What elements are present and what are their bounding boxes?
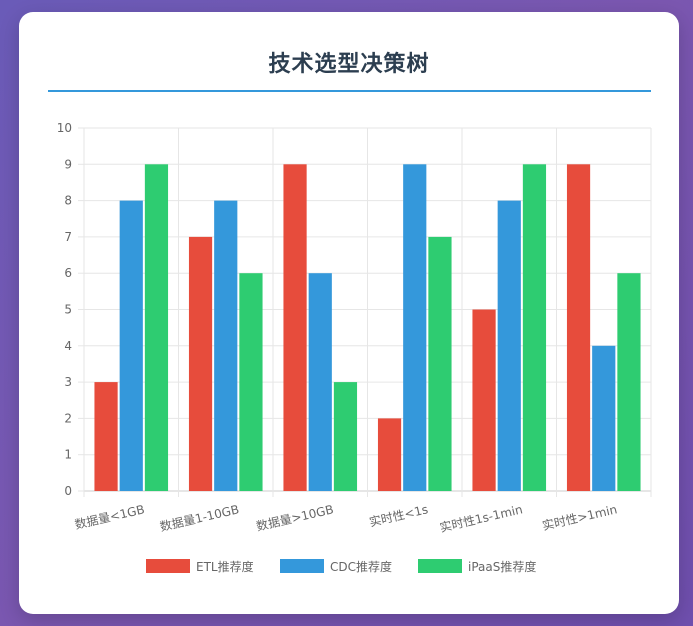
y-tick-label: 5 <box>64 303 72 317</box>
bar-ipaas <box>428 236 452 491</box>
legend-swatch <box>418 559 462 573</box>
bar-etl <box>472 309 496 491</box>
legend-label: iPaaS推荐度 <box>468 559 536 574</box>
y-tick-label: 2 <box>64 411 72 425</box>
y-tick-label: 0 <box>64 484 72 498</box>
y-tick-label: 7 <box>64 230 72 244</box>
x-tick-label: 数据量<1GB <box>73 501 146 532</box>
bar-etl <box>188 236 213 491</box>
y-tick-label: 8 <box>64 194 72 208</box>
title-divider <box>48 90 651 92</box>
x-tick-label: 数据量>10GB <box>255 501 335 533</box>
bar-etl <box>377 418 402 491</box>
bar-cdc <box>214 200 238 491</box>
bar-etl <box>283 164 307 492</box>
page-title: 技术选型决策树 <box>268 52 430 77</box>
x-tick-label: 实时性>1min <box>541 501 619 533</box>
y-tick-label: 3 <box>64 375 72 389</box>
x-tick-label: 数据量1-10GB <box>158 501 240 534</box>
bar-cdc <box>497 200 521 491</box>
bar-cdc <box>119 200 143 491</box>
legend-label: CDC推荐度 <box>330 559 392 574</box>
bar-ipaas <box>144 164 169 492</box>
bar-ipaas <box>239 273 263 491</box>
bar-etl <box>94 382 118 491</box>
bar-cdc <box>308 273 332 491</box>
bar-ipaas <box>617 273 641 491</box>
bar-ipaas <box>333 382 358 491</box>
bar-cdc <box>403 164 427 492</box>
y-tick-label: 4 <box>64 339 72 353</box>
legend-label: ETL推荐度 <box>196 559 254 574</box>
bar-ipaas <box>522 164 547 492</box>
bar-etl <box>566 164 591 492</box>
y-tick-label: 6 <box>64 266 72 280</box>
bar-cdc <box>592 345 616 491</box>
y-tick-label: 1 <box>64 448 72 462</box>
y-tick-label: 10 <box>57 121 72 135</box>
y-tick-label: 9 <box>64 157 72 171</box>
legend-swatch <box>146 559 190 573</box>
x-tick-label: 实时性1s-1min <box>438 501 524 535</box>
legend-swatch <box>280 559 324 573</box>
x-tick-label: 实时性<1s <box>368 501 430 529</box>
